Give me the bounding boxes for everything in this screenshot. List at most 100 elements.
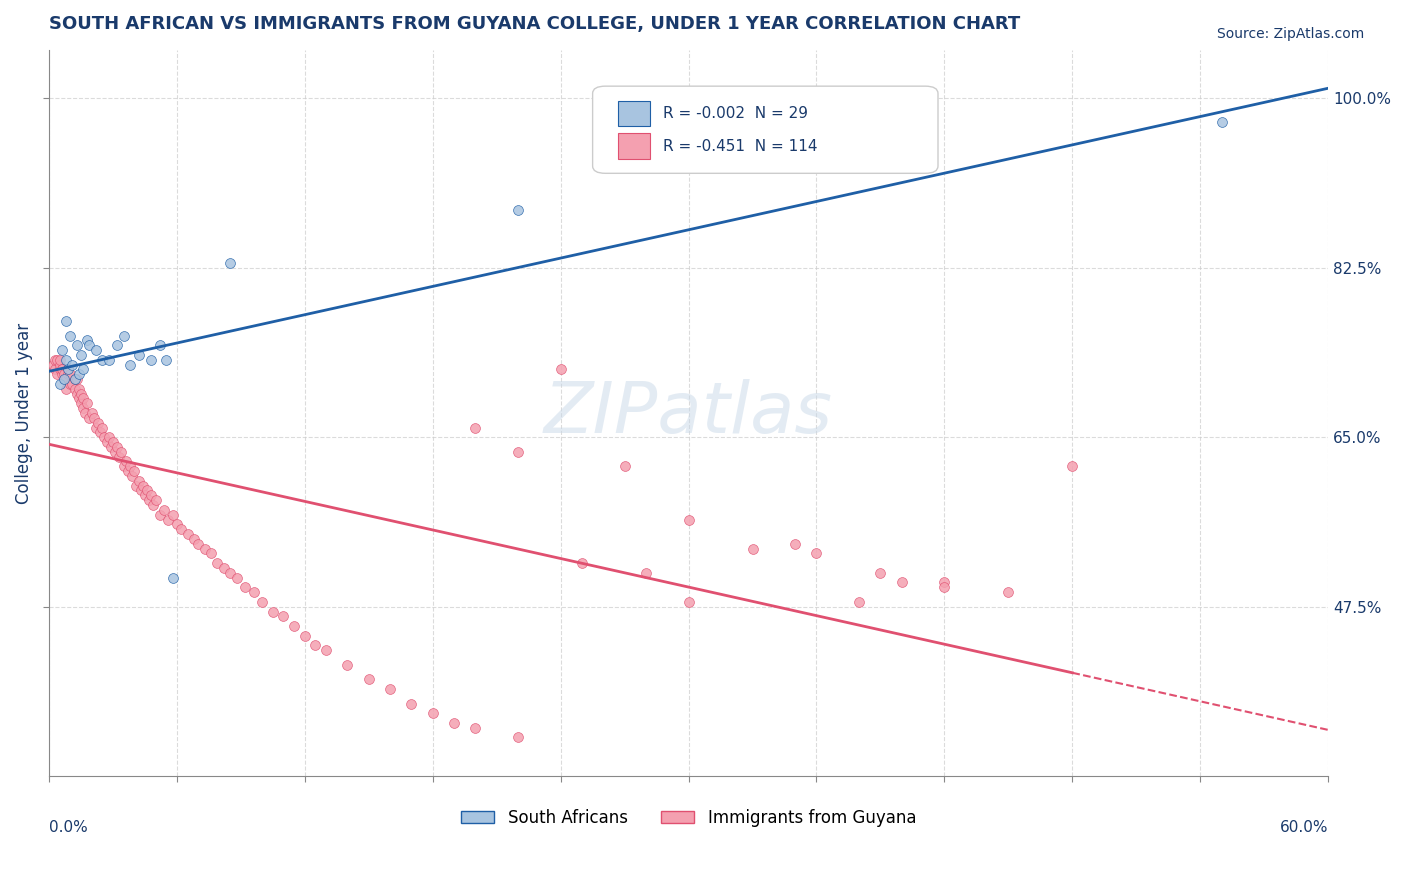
Point xyxy=(56,362,79,376)
Point xyxy=(464,721,486,735)
Point xyxy=(66,338,89,352)
Point xyxy=(250,595,273,609)
Point xyxy=(550,362,572,376)
Point xyxy=(101,435,124,450)
Point xyxy=(129,483,152,498)
Point xyxy=(72,362,94,376)
Point xyxy=(55,382,77,396)
Point xyxy=(46,352,69,367)
Point xyxy=(66,386,89,401)
Text: R = -0.002  N = 29: R = -0.002 N = 29 xyxy=(664,105,808,120)
Point xyxy=(422,706,444,721)
Point xyxy=(108,450,131,464)
Point xyxy=(55,352,77,367)
Point xyxy=(1062,459,1084,474)
Point xyxy=(283,619,305,633)
Point xyxy=(506,444,529,458)
Point xyxy=(93,430,115,444)
Point xyxy=(70,386,93,401)
Bar xyxy=(619,101,650,126)
Point xyxy=(200,546,222,560)
Point xyxy=(70,348,93,362)
Point xyxy=(112,459,135,474)
Point xyxy=(678,512,700,526)
Point xyxy=(357,673,380,687)
Point xyxy=(170,522,193,536)
Point xyxy=(785,537,807,551)
Point xyxy=(63,382,86,396)
Point xyxy=(46,368,69,382)
Point xyxy=(134,488,156,502)
Point xyxy=(464,420,486,434)
Point xyxy=(125,478,148,492)
Point xyxy=(75,406,97,420)
Point xyxy=(336,657,359,672)
Point xyxy=(104,444,127,458)
Legend: South Africans, Immigrants from Guyana: South Africans, Immigrants from Guyana xyxy=(454,802,922,833)
Point xyxy=(890,575,912,590)
FancyBboxPatch shape xyxy=(592,87,938,173)
Point xyxy=(315,643,337,657)
Point xyxy=(153,503,176,517)
Point xyxy=(162,508,184,522)
Point xyxy=(141,488,163,502)
Point xyxy=(183,532,205,546)
Point xyxy=(294,629,316,643)
Point xyxy=(67,382,90,396)
Point xyxy=(162,571,184,585)
Point xyxy=(212,561,235,575)
Point xyxy=(121,469,143,483)
Point xyxy=(806,546,828,560)
Point xyxy=(118,459,141,474)
Point xyxy=(70,396,93,410)
Text: 60.0%: 60.0% xyxy=(1279,820,1329,835)
Point xyxy=(48,376,70,391)
Point xyxy=(89,425,111,440)
Point xyxy=(63,372,86,386)
Point xyxy=(59,328,82,343)
Point xyxy=(52,372,75,386)
Point xyxy=(105,338,128,352)
Point xyxy=(56,368,79,382)
Point xyxy=(934,580,956,594)
Point xyxy=(848,595,870,609)
Point xyxy=(110,444,132,458)
Point xyxy=(207,556,229,570)
Point xyxy=(52,372,75,386)
Point xyxy=(136,483,159,498)
Point xyxy=(59,368,82,382)
Point xyxy=(97,430,120,444)
Point xyxy=(138,493,160,508)
Point xyxy=(48,352,70,367)
Point xyxy=(48,362,70,376)
Point xyxy=(149,508,172,522)
Point xyxy=(42,358,65,372)
Point xyxy=(51,343,73,357)
Point xyxy=(56,362,79,376)
Point xyxy=(91,352,114,367)
Point xyxy=(67,368,90,382)
Point xyxy=(118,358,141,372)
Point xyxy=(128,348,150,362)
Point xyxy=(83,410,105,425)
Point xyxy=(634,566,657,580)
Point xyxy=(506,202,529,217)
Point xyxy=(128,474,150,488)
Point xyxy=(142,498,165,512)
Point xyxy=(87,416,110,430)
Point xyxy=(79,410,101,425)
Point xyxy=(52,368,75,382)
Point xyxy=(100,440,122,454)
Point xyxy=(55,314,77,328)
Point xyxy=(187,537,209,551)
Point xyxy=(51,362,73,376)
Point xyxy=(63,372,86,386)
Text: SOUTH AFRICAN VS IMMIGRANTS FROM GUYANA COLLEGE, UNDER 1 YEAR CORRELATION CHART: SOUTH AFRICAN VS IMMIGRANTS FROM GUYANA … xyxy=(49,15,1021,33)
Point xyxy=(48,358,70,372)
Point xyxy=(166,517,188,532)
Point xyxy=(84,420,107,434)
Point xyxy=(997,585,1019,599)
Text: R = -0.451  N = 114: R = -0.451 N = 114 xyxy=(664,139,817,154)
Point xyxy=(72,401,94,416)
Point xyxy=(67,392,90,406)
